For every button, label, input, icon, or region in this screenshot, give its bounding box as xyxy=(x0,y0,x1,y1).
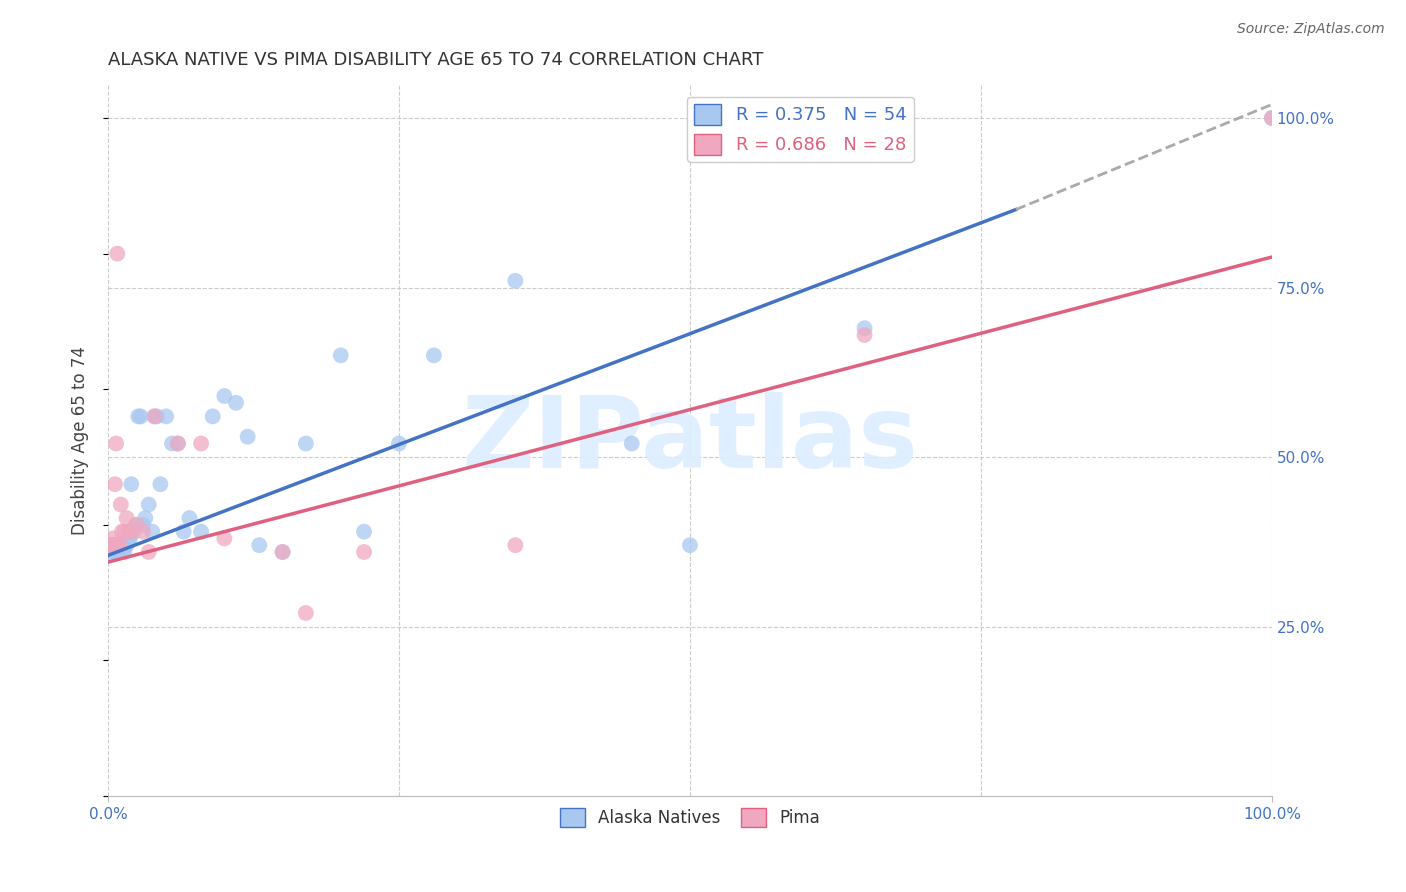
Point xyxy=(173,524,195,539)
Point xyxy=(111,545,134,559)
Point xyxy=(295,606,318,620)
Point xyxy=(388,436,411,450)
Point xyxy=(679,538,702,552)
Point xyxy=(214,532,236,546)
Point xyxy=(115,538,138,552)
Point xyxy=(620,436,643,450)
Point xyxy=(127,517,149,532)
Point xyxy=(132,524,155,539)
Point xyxy=(108,538,131,552)
Point xyxy=(138,498,160,512)
Point xyxy=(107,538,129,552)
Point xyxy=(105,538,128,552)
Point xyxy=(1261,111,1284,125)
Point xyxy=(146,409,169,424)
Point xyxy=(505,538,527,552)
Point xyxy=(100,538,122,552)
Legend: Alaska Natives, Pima: Alaska Natives, Pima xyxy=(554,801,827,834)
Point xyxy=(247,538,270,552)
Point xyxy=(120,477,142,491)
Point xyxy=(101,545,124,559)
Point xyxy=(127,409,149,424)
Point xyxy=(112,538,135,552)
Point xyxy=(105,538,128,552)
Point xyxy=(149,477,172,491)
Point xyxy=(110,498,132,512)
Point xyxy=(236,430,259,444)
Point xyxy=(118,532,141,546)
Point xyxy=(104,477,127,491)
Point xyxy=(115,511,138,525)
Point xyxy=(225,396,247,410)
Point xyxy=(103,538,125,552)
Point xyxy=(329,348,352,362)
Point xyxy=(134,511,156,525)
Point xyxy=(125,517,148,532)
Point xyxy=(98,538,121,552)
Point xyxy=(853,321,876,335)
Point xyxy=(107,545,129,559)
Point xyxy=(160,436,183,450)
Point xyxy=(98,545,121,559)
Point xyxy=(853,328,876,343)
Point xyxy=(117,532,139,546)
Point xyxy=(141,524,163,539)
Point xyxy=(108,545,131,559)
Point xyxy=(190,524,212,539)
Point xyxy=(190,436,212,450)
Point xyxy=(271,545,294,559)
Point xyxy=(118,524,141,539)
Point xyxy=(105,246,128,260)
Point xyxy=(505,274,527,288)
Point xyxy=(111,524,134,539)
Point xyxy=(105,545,128,559)
Point xyxy=(100,538,122,552)
Point xyxy=(120,532,142,546)
Point xyxy=(114,538,136,552)
Point xyxy=(155,409,177,424)
Point xyxy=(166,436,188,450)
Point xyxy=(423,348,446,362)
Point xyxy=(101,532,124,546)
Text: ALASKA NATIVE VS PIMA DISABILITY AGE 65 TO 74 CORRELATION CHART: ALASKA NATIVE VS PIMA DISABILITY AGE 65 … xyxy=(108,51,763,69)
Point xyxy=(120,524,142,539)
Point xyxy=(353,524,375,539)
Point xyxy=(179,511,201,525)
Point xyxy=(271,545,294,559)
Text: ZIPatlas: ZIPatlas xyxy=(461,392,918,489)
Point xyxy=(143,409,166,424)
Text: Source: ZipAtlas.com: Source: ZipAtlas.com xyxy=(1237,22,1385,37)
Point xyxy=(214,389,236,403)
Point xyxy=(112,524,135,539)
Point xyxy=(108,538,131,552)
Y-axis label: Disability Age 65 to 74: Disability Age 65 to 74 xyxy=(72,346,89,534)
Point xyxy=(122,524,145,539)
Point xyxy=(1261,111,1284,125)
Point xyxy=(201,409,224,424)
Point xyxy=(132,517,155,532)
Point xyxy=(112,545,135,559)
Point xyxy=(104,545,127,559)
Point xyxy=(166,436,188,450)
Point xyxy=(353,545,375,559)
Point xyxy=(143,409,166,424)
Point xyxy=(138,545,160,559)
Point xyxy=(110,538,132,552)
Point xyxy=(103,538,125,552)
Point xyxy=(295,436,318,450)
Point xyxy=(129,409,152,424)
Point xyxy=(105,436,128,450)
